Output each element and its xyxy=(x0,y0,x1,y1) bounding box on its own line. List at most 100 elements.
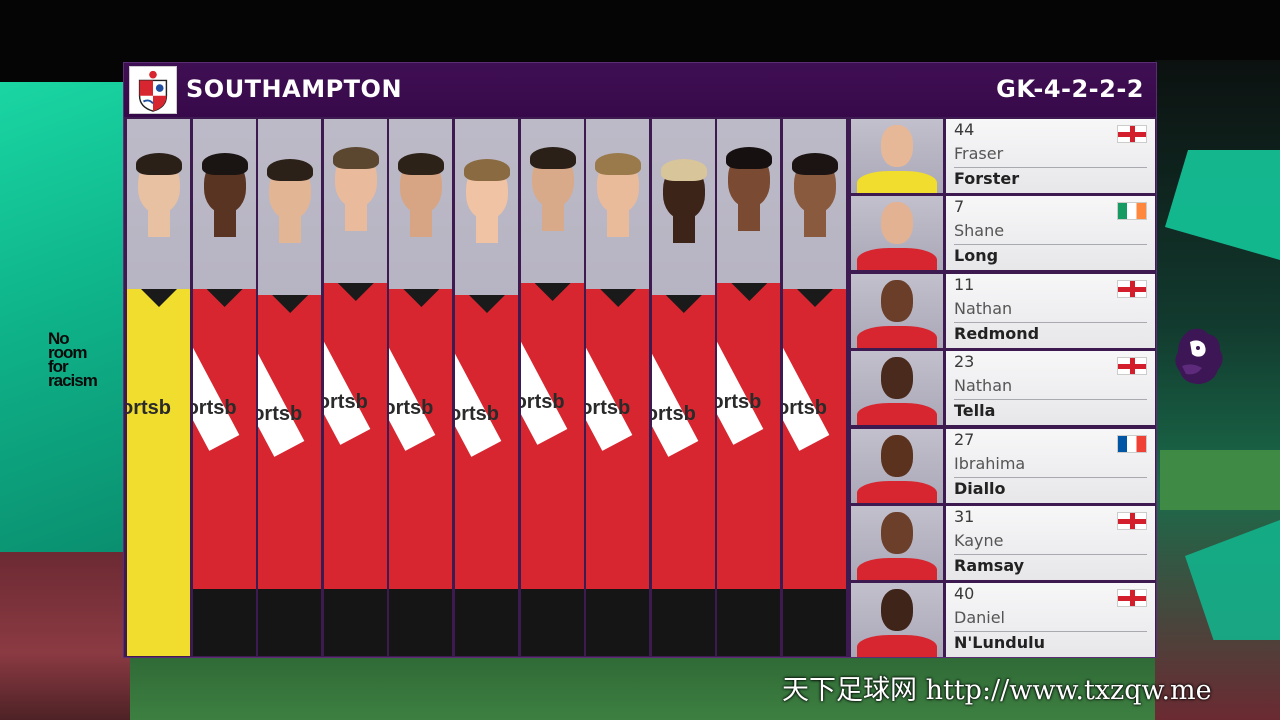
substitute-photo xyxy=(851,273,943,348)
player-neck xyxy=(804,207,826,237)
player-hair xyxy=(529,147,576,169)
player-neck xyxy=(410,207,433,237)
nfr-line: for xyxy=(48,357,69,376)
starting-eleven-photos: ortsb ortsb ortsb ortsb xyxy=(127,119,848,656)
shirt-number: 40 xyxy=(954,584,975,604)
player-hair xyxy=(398,153,445,175)
player-shirt: ortsb xyxy=(323,283,387,650)
formation-label: GK-4-2-2-2 xyxy=(996,75,1144,103)
player-hair xyxy=(136,153,182,175)
shirt-stripe xyxy=(520,323,567,445)
player-neck xyxy=(476,213,498,243)
player-neck xyxy=(279,213,302,243)
shirt-stripe xyxy=(323,323,371,445)
substitute-face xyxy=(881,589,913,632)
no-room-for-racism-logo: No room for racism xyxy=(48,330,128,390)
shirt-sponsor: ortsb xyxy=(455,403,499,425)
substitute-row: 7 Shane Long xyxy=(851,196,1155,271)
player-photo: ortsb xyxy=(127,119,190,656)
substitute-photo xyxy=(851,119,943,193)
substitute-face xyxy=(881,125,913,167)
substitute-row: 40 Daniel N'Lundulu xyxy=(851,583,1155,658)
player-shorts xyxy=(455,589,518,656)
player-shorts xyxy=(323,589,387,656)
player-hair xyxy=(595,153,642,175)
shirt-collar xyxy=(600,289,637,307)
premier-league-lion-icon xyxy=(1175,328,1223,384)
shirt-collar xyxy=(206,289,243,307)
player-photo: ortsb xyxy=(651,119,715,656)
shirt-sponsor: ortsb xyxy=(783,397,827,419)
shirt-collar xyxy=(141,289,177,307)
last-name: Redmond xyxy=(954,323,1040,343)
green-graphic-left xyxy=(0,82,130,552)
name-divider xyxy=(954,321,1147,323)
flag-eng-icon xyxy=(1117,512,1147,530)
shirt-sponsor: ortsb xyxy=(258,403,303,425)
player-shorts xyxy=(389,589,453,656)
substitute-card: 27 Ibrahima Diallo xyxy=(946,428,1155,503)
player-neck xyxy=(738,201,761,231)
shirt-sponsor: ortsb xyxy=(323,391,368,413)
last-name: Long xyxy=(954,246,999,266)
nfr-line: room xyxy=(48,343,88,362)
shirt-sponsor: ortsb xyxy=(389,397,434,419)
lineup-panel: SOUTHAMPTON GK-4-2-2-2 ortsb ortsb ortsb xyxy=(123,62,1157,658)
shirt-collar xyxy=(337,283,374,301)
last-name: Tella xyxy=(954,401,996,421)
name-divider xyxy=(954,476,1147,478)
player-photo: ortsb xyxy=(323,119,387,656)
substitute-card: 7 Shane Long xyxy=(946,196,1155,271)
substitute-shirt xyxy=(857,480,937,503)
player-neck xyxy=(344,201,367,231)
player-shorts xyxy=(192,589,256,656)
player-neck xyxy=(148,207,170,237)
substitute-shirt xyxy=(857,635,937,658)
player-photo: ortsb xyxy=(717,119,781,656)
shirt-sponsor: ortsb xyxy=(127,397,171,419)
player-neck xyxy=(541,201,564,231)
substitute-shirt xyxy=(857,558,937,580)
substitute-face xyxy=(881,434,913,477)
nfr-line: racism xyxy=(48,371,98,390)
flag-eng-icon xyxy=(1117,589,1147,608)
player-photo: ortsb xyxy=(586,119,650,656)
substitute-face xyxy=(881,202,913,245)
substitute-card: 31 Kayne Ramsay xyxy=(946,506,1155,580)
first-name: Nathan xyxy=(954,376,1013,396)
substitute-photo xyxy=(851,351,943,426)
first-name: Shane xyxy=(954,221,1005,241)
substitute-row: 27 Ibrahima Diallo xyxy=(851,428,1155,503)
first-name: Kayne xyxy=(954,531,1004,550)
name-divider xyxy=(954,167,1147,168)
player-photo: ortsb xyxy=(258,119,322,656)
last-name: Diallo xyxy=(954,478,1006,498)
substitute-photo xyxy=(851,428,943,503)
substitute-face xyxy=(881,357,913,400)
shirt-collar xyxy=(272,295,309,313)
player-shirt: ortsb xyxy=(520,283,584,650)
shirt-sponsor: ortsb xyxy=(586,397,631,419)
shirt-stripe xyxy=(586,329,633,451)
name-divider xyxy=(954,399,1147,401)
shirt-stripe xyxy=(258,335,305,457)
player-shorts xyxy=(783,589,846,656)
panel-header: SOUTHAMPTON GK-4-2-2-2 xyxy=(124,63,1156,117)
last-name: N'Lundulu xyxy=(954,633,1045,653)
player-photo: ortsb xyxy=(520,119,584,656)
shirt-collar xyxy=(665,295,702,313)
shirt-collar xyxy=(797,289,833,307)
shirt-sponsor: ortsb xyxy=(651,403,696,425)
shirt-sponsor: ortsb xyxy=(520,391,565,413)
player-hair xyxy=(726,147,773,169)
substitute-photo xyxy=(851,583,943,658)
shirt-collar xyxy=(403,289,440,307)
substitute-row: 44 Fraser Forster xyxy=(851,119,1155,193)
player-photo: ortsb xyxy=(455,119,518,656)
first-name: Daniel xyxy=(954,608,1005,628)
first-name: Ibrahima xyxy=(954,453,1026,473)
substitute-face xyxy=(881,279,913,322)
substitute-shirt xyxy=(857,403,937,426)
shirt-stripe xyxy=(717,323,764,445)
first-name: Fraser xyxy=(954,144,1004,163)
